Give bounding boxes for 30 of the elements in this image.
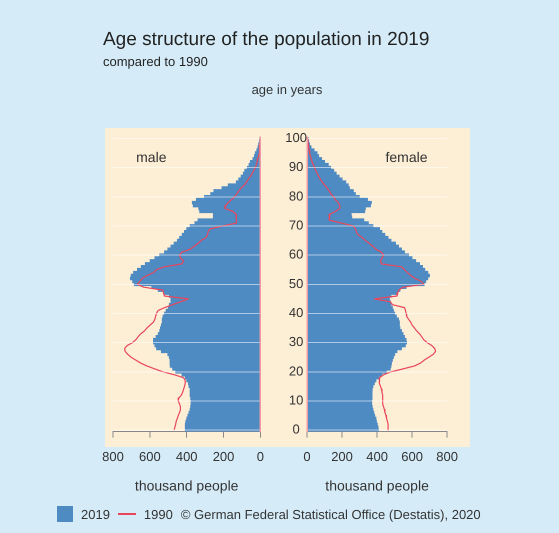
x-tick-label: 600: [401, 448, 423, 464]
x-tick-label: 200: [212, 448, 234, 464]
legend-label: 2019: [81, 506, 110, 522]
y-tick-label: 50: [288, 276, 304, 291]
y-tick-label: 20: [288, 363, 304, 378]
x-axis-title: thousand people: [134, 477, 239, 494]
chart-subtitle: compared to 1990: [103, 54, 209, 69]
x-tick-label: 400: [366, 448, 388, 464]
y-tick-label: 70: [288, 218, 304, 233]
y-tick-label: 90: [288, 159, 304, 174]
y-tick-label: 80: [288, 188, 304, 204]
x-tick-label: 200: [331, 448, 353, 464]
x-tick-label: 800: [436, 448, 458, 464]
x-tick-label: 0: [256, 448, 264, 464]
y-tick-label: 100: [285, 130, 308, 146]
y-tick-label: 30: [288, 334, 304, 350]
y-tick-label: 60: [288, 246, 304, 262]
x-axis-title: thousand people: [325, 477, 430, 494]
y-tick-label: 40: [288, 305, 304, 320]
y-tick-label: 10: [288, 392, 304, 408]
y-tick-label: 0: [292, 422, 300, 437]
chart-title: Age structure of the population in 2019: [103, 29, 430, 51]
x-tick-label: 800: [102, 448, 124, 464]
annotation: female: [385, 149, 428, 166]
legend-label: 1990: [144, 506, 173, 522]
x-tick-label: 600: [138, 448, 161, 464]
y-axis-title: age in years: [250, 82, 324, 97]
x-tick-label: 400: [176, 448, 198, 464]
annotation: male: [136, 149, 167, 166]
text: © German Federal Statistical Office (Destatis), 2020: [180, 506, 481, 522]
